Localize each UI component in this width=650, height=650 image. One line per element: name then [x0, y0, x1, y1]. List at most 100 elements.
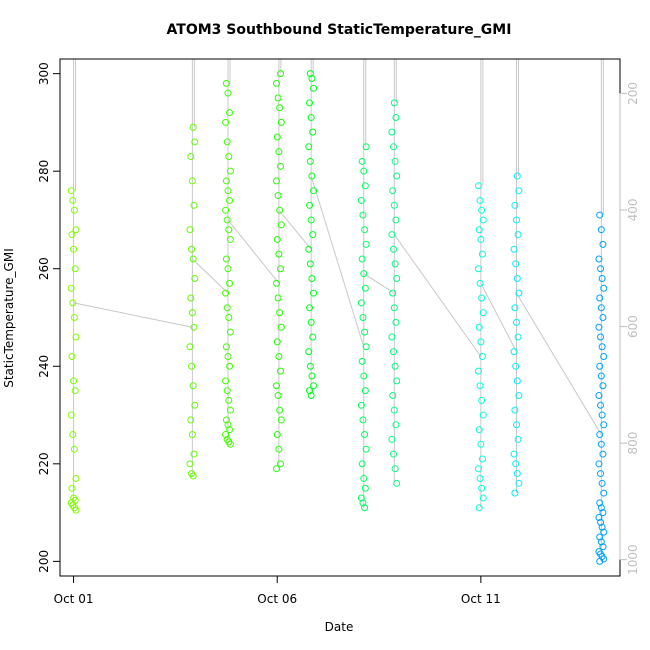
data-point: [358, 255, 366, 263]
data-point: [306, 362, 314, 370]
x-tick-label: Oct 11: [461, 592, 501, 606]
transit-line: [310, 175, 365, 347]
data-point: [599, 509, 607, 517]
data-point: [189, 382, 197, 390]
data-point: [189, 255, 197, 263]
data-point: [597, 504, 605, 512]
data-point: [474, 465, 482, 473]
data-point: [277, 162, 285, 170]
data-point: [276, 406, 284, 414]
data-point: [274, 192, 282, 200]
data-point: [392, 421, 400, 429]
data-point: [476, 474, 484, 482]
data-point: [222, 431, 230, 439]
data-point: [476, 196, 484, 204]
data-point: [306, 304, 314, 312]
data-point: [595, 323, 603, 331]
data-point: [388, 333, 396, 341]
data-point: [275, 445, 283, 453]
data-point: [69, 196, 77, 204]
y-tick-label: 200: [37, 550, 51, 573]
data-point: [273, 338, 281, 346]
data-point: [306, 99, 314, 107]
data-point: [305, 143, 313, 151]
data-point: [596, 362, 604, 370]
secondary-tick-label: 200: [626, 82, 640, 105]
data-point: [310, 187, 318, 195]
data-point: [599, 382, 607, 390]
x-tick-label: Oct 06: [257, 592, 297, 606]
data-point: [478, 353, 486, 361]
data-point: [391, 362, 399, 370]
data-point: [191, 138, 199, 146]
data-point: [305, 348, 313, 356]
data-point: [474, 182, 482, 190]
data-point: [275, 353, 283, 361]
data-point: [598, 523, 606, 531]
data-point: [478, 250, 486, 258]
data-point: [359, 314, 367, 321]
data-point: [223, 138, 231, 146]
data-point: [222, 255, 230, 263]
data-point: [596, 533, 604, 541]
data-point: [600, 284, 608, 292]
data-point: [191, 401, 199, 409]
data-point: [478, 396, 486, 404]
data-point: [511, 489, 519, 497]
data-point: [513, 377, 521, 385]
data-point: [595, 460, 603, 468]
data-point: [597, 372, 605, 380]
data-point: [225, 226, 233, 234]
data-point: [512, 318, 520, 326]
data-point: [306, 157, 314, 165]
data-point: [390, 450, 398, 458]
data-point: [597, 440, 605, 448]
data-point: [597, 304, 605, 312]
data-point: [189, 472, 197, 480]
data-point: [512, 421, 520, 429]
data-point: [276, 309, 284, 317]
data-point: [514, 231, 522, 239]
data-point: [390, 245, 398, 253]
data-point: [276, 206, 284, 214]
data-point: [72, 506, 80, 514]
data-point: [309, 128, 317, 136]
data-point: [306, 201, 314, 209]
data-point: [595, 392, 603, 400]
data-point: [222, 343, 230, 351]
data-point: [273, 465, 281, 473]
data-point: [189, 123, 197, 131]
data-point: [361, 328, 369, 336]
data-point: [599, 543, 607, 551]
data-point: [361, 182, 369, 190]
data-point: [305, 245, 313, 253]
data-point: [474, 265, 482, 273]
data-point: [515, 187, 523, 195]
data-point: [390, 201, 398, 209]
data-point: [277, 367, 285, 375]
data-point: [223, 304, 231, 312]
data-point: [390, 348, 398, 356]
data-point: [273, 279, 281, 287]
data-point: [515, 289, 523, 297]
data-point: [476, 382, 484, 390]
data-point: [597, 226, 605, 234]
data-point: [275, 148, 283, 156]
profile-lines: [73, 59, 604, 562]
data-point: [475, 504, 483, 512]
data-point: [515, 392, 523, 400]
data-point: [513, 470, 521, 478]
data-point: [600, 353, 608, 361]
data-point: [308, 75, 316, 83]
data-point: [186, 343, 194, 351]
data-point: [273, 235, 281, 243]
data-point: [393, 172, 401, 180]
transit-line: [73, 302, 193, 328]
data-point: [274, 392, 282, 400]
data-point: [226, 440, 234, 448]
data-point: [226, 279, 234, 287]
data-point: [68, 353, 76, 361]
data-point: [599, 450, 607, 458]
data-point: [225, 153, 233, 161]
